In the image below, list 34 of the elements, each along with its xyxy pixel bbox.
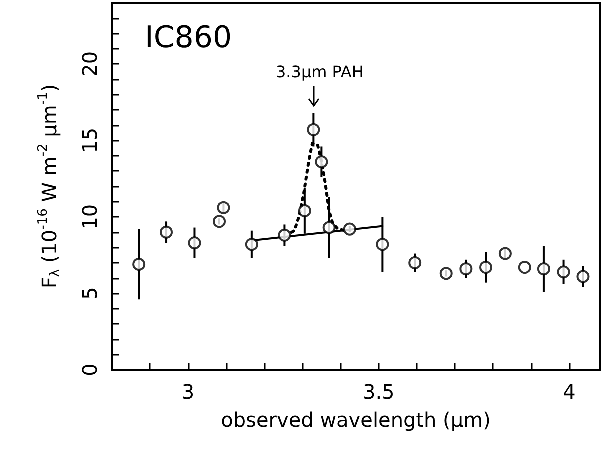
point bbox=[278, 228, 292, 242]
point bbox=[298, 204, 312, 218]
y-tick-label: 0 bbox=[78, 364, 102, 376]
point bbox=[518, 261, 532, 274]
point bbox=[498, 247, 512, 260]
point bbox=[188, 236, 202, 250]
y-tick-label: 5 bbox=[78, 287, 102, 300]
text: IC860 bbox=[145, 20, 232, 56]
x-tick-label: 3 bbox=[182, 380, 195, 404]
point bbox=[217, 201, 230, 214]
point bbox=[245, 238, 258, 252]
annotation: 3.3μm PAH bbox=[276, 62, 364, 82]
y-tick-label: 20 bbox=[78, 51, 102, 77]
point bbox=[557, 266, 570, 279]
y-tick-label: 15 bbox=[78, 128, 102, 154]
point bbox=[576, 270, 590, 284]
point bbox=[343, 222, 356, 236]
point bbox=[322, 221, 336, 234]
point bbox=[315, 156, 328, 169]
text: Fλ (10-16 W m-2 μm-1) bbox=[36, 84, 63, 289]
point bbox=[160, 226, 174, 239]
y-tick-label: 10 bbox=[78, 204, 102, 230]
point bbox=[440, 267, 453, 280]
point bbox=[480, 261, 493, 274]
x-axis-title: observed wavelength (μm) bbox=[221, 408, 491, 432]
x-tick-label: 4 bbox=[563, 380, 576, 404]
point bbox=[460, 262, 473, 276]
point bbox=[376, 238, 390, 252]
point bbox=[132, 258, 146, 271]
point bbox=[408, 256, 422, 270]
point bbox=[537, 262, 550, 276]
x-tick-label: 3.5 bbox=[362, 380, 395, 404]
point bbox=[213, 215, 226, 228]
point bbox=[307, 123, 320, 136]
